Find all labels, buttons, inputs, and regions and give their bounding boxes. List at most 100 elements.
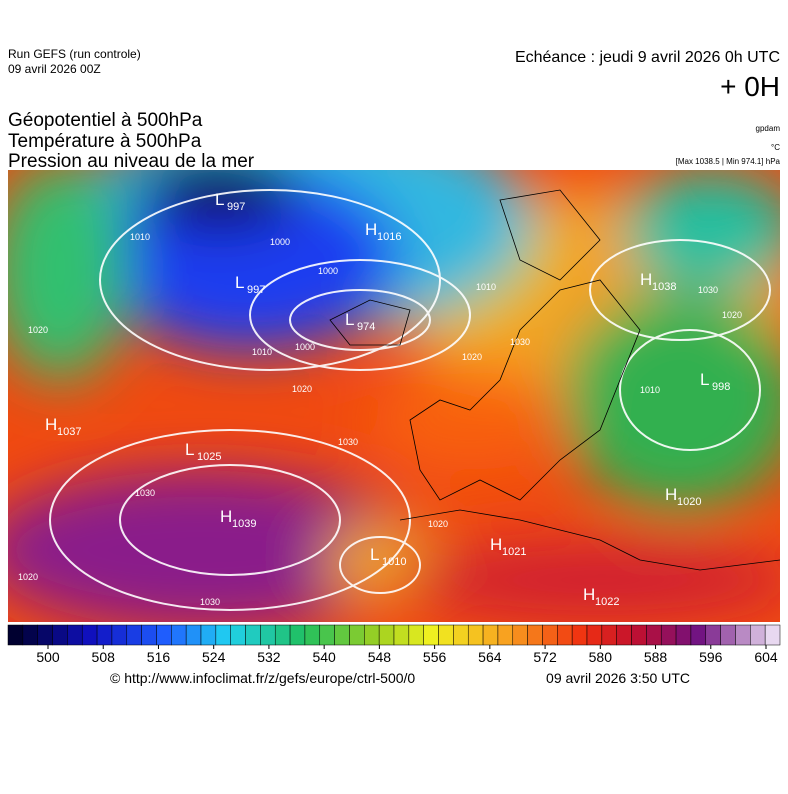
colorbar-swatch (586, 624, 603, 646)
colorbar-swatch (96, 624, 113, 646)
title: Géopotentiel à 500hPa (8, 110, 203, 131)
center-value: 1038 (652, 281, 676, 293)
colorbar-swatch (7, 624, 24, 646)
colorbar-swatch (512, 624, 528, 646)
colorbar-swatch (616, 624, 632, 646)
isobar-label: 1010 (476, 282, 496, 292)
source: © http://www.infoclimat.fr/z/gefs/europe… (110, 670, 415, 686)
isobar-label: 1000 (318, 266, 338, 276)
center-value: 1022 (595, 596, 619, 608)
isobar-label: 1020 (292, 384, 312, 394)
colorbar-label: 596 (699, 649, 723, 665)
title: Température à 500hPa (8, 131, 202, 152)
colorbar-swatch (497, 624, 514, 646)
colorbar-swatch (81, 624, 98, 646)
colorbar-swatch (720, 624, 736, 646)
colorbar-label: 500 (36, 649, 60, 665)
colorbar-swatch (364, 624, 380, 646)
center-value: 998 (712, 381, 730, 393)
colorbar-label: 516 (147, 649, 171, 665)
isobar-label: 1030 (338, 437, 358, 447)
center-value: 974 (357, 321, 375, 333)
colorbar-label: 572 (533, 649, 557, 665)
isobar-label: 1000 (295, 342, 315, 352)
colorbar-swatch (453, 624, 469, 646)
isobar-label: 1000 (270, 237, 290, 247)
colorbar-swatch (378, 624, 395, 646)
colorbar-label: 556 (423, 649, 447, 665)
colorbar: 500 508 516 524 532 540 548 556 564 572 580 588 596 6… (7, 624, 781, 665)
colorbar-swatch (764, 624, 781, 646)
colorbar-label: 588 (644, 649, 668, 665)
colorbar-swatch (111, 624, 128, 646)
colorbar-swatch (289, 624, 306, 646)
echeance: Echéance : jeudi 9 avril 2026 0h UTC (515, 49, 780, 66)
center-value: 1020 (677, 496, 701, 508)
colorbar-swatch (646, 624, 662, 646)
center-value: 1010 (382, 556, 406, 568)
colorbar-label: 548 (368, 649, 392, 665)
colorbar-swatch (349, 624, 365, 646)
colorbar-swatch (735, 624, 751, 646)
unit: gpdam (756, 124, 781, 133)
colorbar-swatch (557, 624, 573, 646)
isobar-label: 1030 (698, 285, 718, 295)
colorbar-swatch (245, 624, 261, 646)
colorbar-swatch (126, 624, 142, 646)
isobar-label: 1030 (510, 337, 530, 347)
center-type: H (45, 415, 57, 434)
run-date: 09 avril 2026 00Z (8, 62, 101, 76)
isobar-label: 1010 (130, 232, 150, 242)
colorbar-swatch (750, 624, 766, 646)
colorbar-label: 532 (257, 649, 281, 665)
colorbar-swatch (438, 624, 454, 646)
colorbar-swatch (230, 624, 246, 646)
colorbar-swatch (631, 624, 647, 646)
colorbar-swatch (22, 624, 38, 646)
center-value: 997 (227, 201, 245, 213)
center-type: H (665, 485, 677, 504)
colorbar-swatch (260, 624, 276, 646)
colorbar-swatch (393, 624, 410, 646)
unit: °C (771, 143, 780, 152)
colorbar-swatch (423, 624, 439, 646)
colorbar-swatch (274, 624, 291, 646)
colorbar-swatch (527, 624, 543, 646)
colorbar-swatch (601, 624, 617, 646)
isobar-label: 1030 (135, 488, 155, 498)
center-value: 1021 (502, 546, 526, 558)
colorbar-swatch (482, 624, 499, 646)
center-value: 1039 (232, 518, 256, 530)
colorbar-label: 564 (478, 649, 502, 665)
colorbar-label: 524 (202, 649, 226, 665)
colorbar-swatch (690, 624, 707, 646)
center-type: L (345, 310, 354, 329)
colorbar-swatch (215, 624, 231, 646)
center-value: 1025 (197, 451, 221, 463)
isobar-label: 1020 (462, 352, 482, 362)
colorbar-swatch (37, 624, 53, 646)
colorbar-swatch (319, 624, 335, 646)
colorbar-label: 508 (92, 649, 116, 665)
center-type: L (215, 190, 224, 209)
center-type: L (370, 545, 379, 564)
colorbar-swatch (675, 624, 692, 646)
colorbar-swatch (185, 624, 202, 646)
colorbar-swatch (571, 624, 588, 646)
colorbar-label: 580 (589, 649, 613, 665)
lead-time: + 0H (720, 71, 780, 102)
colorbar-swatch (542, 624, 558, 646)
colorbar-swatch (141, 624, 157, 646)
colorbar-swatch (200, 624, 217, 646)
colorbar-swatch (467, 624, 484, 646)
center-type: L (235, 273, 244, 292)
isobar-label: 1010 (252, 347, 272, 357)
isobar-label: 1020 (28, 325, 48, 335)
colorbar-label: 540 (312, 649, 336, 665)
center-type: H (490, 535, 502, 554)
colorbar-swatch (705, 624, 721, 646)
colorbar-swatch (67, 624, 83, 646)
colorbar-swatch (52, 624, 68, 646)
center-type: L (185, 440, 194, 459)
